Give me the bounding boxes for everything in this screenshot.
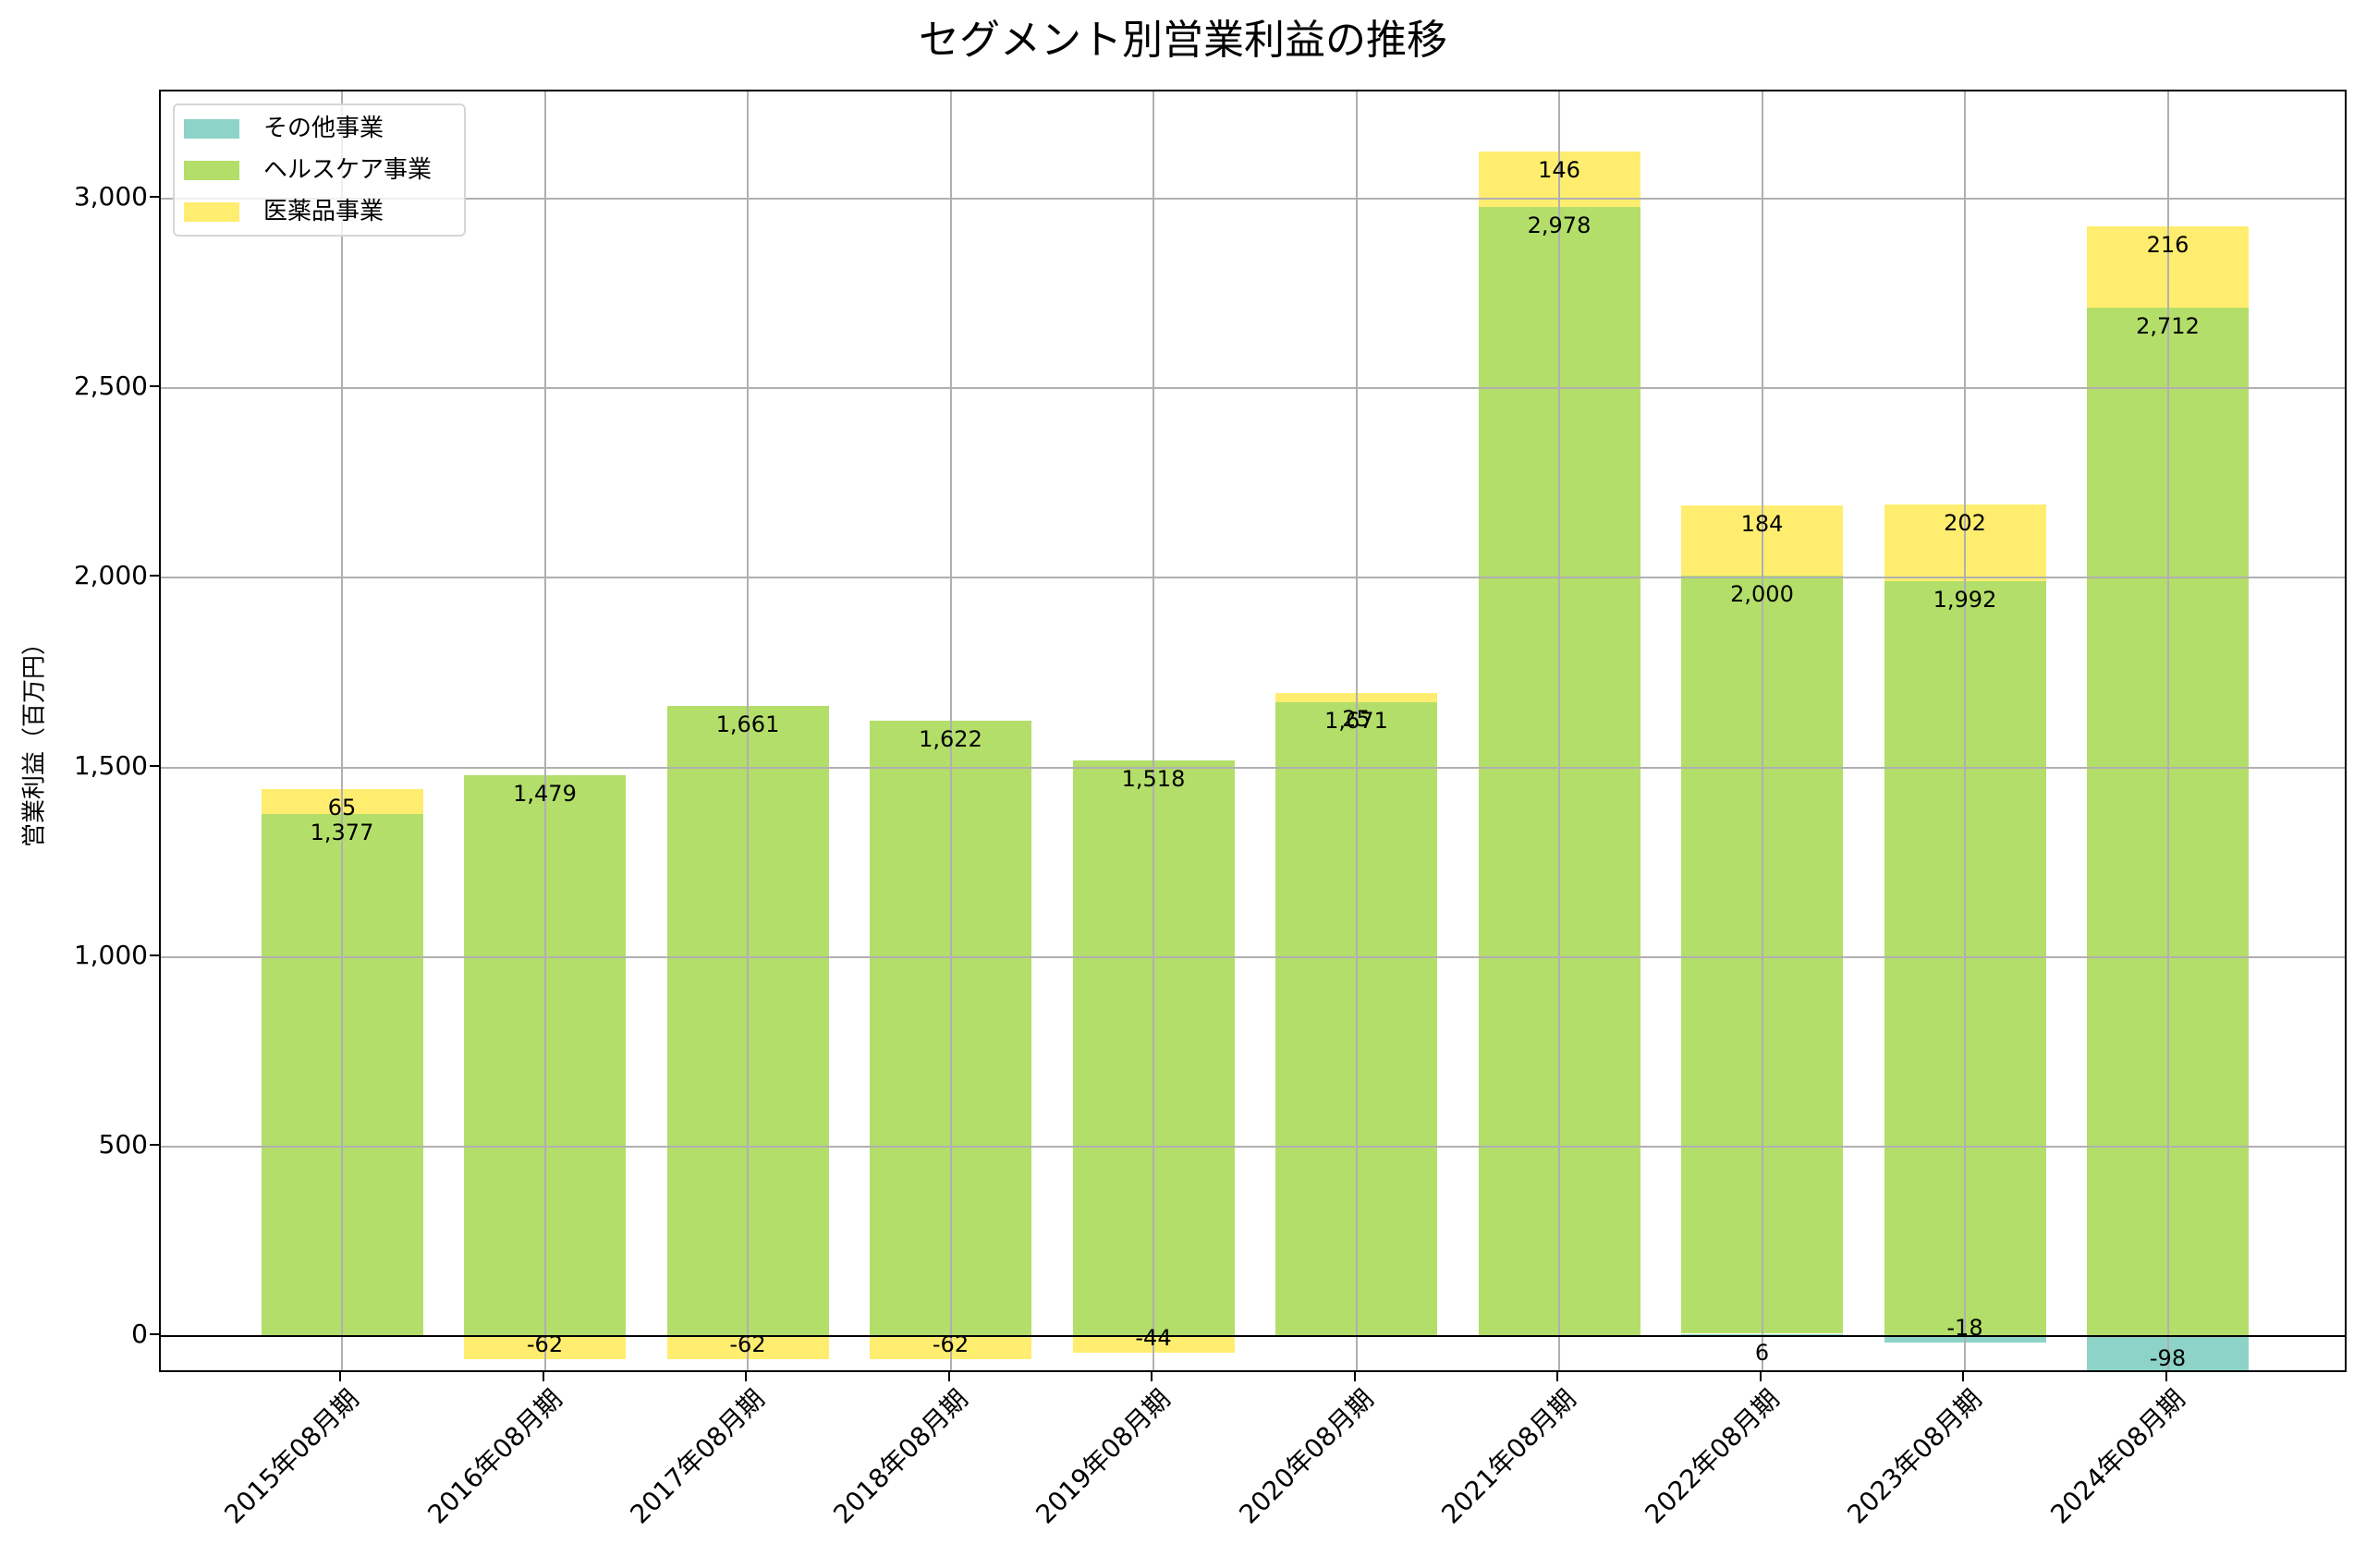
- y-tick-label: 500: [98, 1128, 148, 1160]
- x-tick-mark: [745, 1372, 747, 1381]
- y-tick-label: 3,000: [73, 181, 148, 213]
- legend-label-healthcare: ヘルスケア事業: [263, 156, 433, 184]
- y-tick-label: 0: [131, 1318, 148, 1349]
- grid-line-horizontal: [161, 387, 2345, 390]
- grid-line-vertical: [2166, 91, 2169, 1370]
- bar-value-label: 2,712: [2136, 313, 2200, 340]
- y-tick-mark: [150, 385, 159, 388]
- bar-value-label: 216: [2146, 231, 2189, 258]
- bar-value-label: 1,671: [1324, 708, 1388, 735]
- x-tick-label: 2015年08月期: [218, 1383, 365, 1530]
- legend-item-pharma: 医薬品事業: [184, 198, 384, 225]
- y-tick-mark: [150, 764, 159, 767]
- grid-line-vertical: [341, 91, 343, 1370]
- zero-line: [161, 1334, 2345, 1337]
- y-axis-label: 営業利益（百万円）: [20, 630, 49, 848]
- legend-swatch-healthcare: [184, 160, 239, 180]
- x-tick-mark: [947, 1372, 950, 1381]
- grid-line-vertical: [1964, 91, 1966, 1370]
- bar-value-label: 2,978: [1527, 213, 1592, 239]
- y-tick-mark: [150, 954, 159, 956]
- x-tick-label: 2020年08月期: [1232, 1383, 1380, 1530]
- chart-title: セグメント別営業利益の推移: [919, 17, 1447, 64]
- legend-item-other: その他事業: [184, 115, 384, 142]
- x-tick-label: 2021年08月期: [1435, 1383, 1582, 1530]
- bar-value-label: -62: [526, 1331, 564, 1358]
- bar-value-label: 202: [1944, 509, 1986, 536]
- y-tick-mark: [150, 575, 159, 577]
- x-tick-label: 2019年08月期: [1030, 1383, 1177, 1530]
- x-tick-mark: [1151, 1372, 1153, 1381]
- y-tick-label: 2,500: [73, 371, 148, 402]
- grid-line-vertical: [543, 91, 546, 1370]
- bar-value-label: 146: [1538, 157, 1580, 184]
- bar-labels-layer: 1,377 65 1,479 -62 1,661 -62 1,622 -62 1,518 -44 1…: [161, 91, 2345, 1370]
- legend-label-other: その他事業: [263, 115, 384, 142]
- x-tick-mark: [1759, 1372, 1762, 1381]
- x-tick-label: 2022年08月期: [1638, 1383, 1786, 1530]
- y-tick-label: 1,000: [73, 939, 148, 970]
- y-tick-label: 2,000: [73, 560, 148, 591]
- bar-value-label: -62: [729, 1331, 766, 1358]
- bar-value-label: 1,992: [1933, 586, 1997, 613]
- bar-value-label: 6: [1754, 1339, 1770, 1366]
- bar-value-label: 184: [1740, 511, 1784, 538]
- x-tick-mark: [339, 1372, 341, 1381]
- x-tick-mark: [542, 1372, 544, 1381]
- bar-value-label: -18: [1946, 1315, 1983, 1342]
- legend-item-healthcare: ヘルスケア事業: [184, 156, 432, 184]
- grid-line-vertical: [1761, 91, 1763, 1370]
- legend-swatch-other: [184, 118, 239, 139]
- x-tick-label: 2016年08月期: [421, 1383, 568, 1530]
- x-tick-mark: [1962, 1372, 1964, 1381]
- bar-value-label: 2,000: [1730, 580, 1794, 607]
- grid-line-vertical: [1153, 91, 1154, 1370]
- bar-value-label: -62: [932, 1331, 970, 1358]
- bar-value-label: 25: [1342, 706, 1371, 733]
- x-tick-mark: [2165, 1372, 2167, 1381]
- legend: その他事業 ヘルスケア事業 医薬品事業: [173, 103, 466, 237]
- grid-line-horizontal: [161, 766, 2345, 769]
- grid-line-vertical: [1355, 91, 1358, 1370]
- x-tick-mark: [1353, 1372, 1356, 1381]
- bar-value-label: -44: [1135, 1325, 1172, 1352]
- grid-line-horizontal: [161, 955, 2345, 958]
- y-tick-mark: [150, 196, 159, 199]
- y-tick-mark: [150, 1332, 159, 1335]
- x-tick-label: 2017年08月期: [624, 1383, 771, 1530]
- bar-value-label: 1,377: [310, 820, 374, 845]
- legend-swatch-pharma: [184, 201, 239, 222]
- plot-area: 1,377 65 1,479 -62 1,661 -62 1,622 -62 1,518 -44 1…: [159, 90, 2347, 1372]
- y-tick-label: 1,500: [73, 749, 148, 781]
- grid-line-vertical: [747, 91, 749, 1370]
- grid-layer: [161, 91, 2345, 1370]
- bar-value-label: 65: [327, 795, 357, 821]
- grid-line-vertical: [949, 91, 952, 1370]
- bar-value-label: 1,479: [513, 781, 577, 808]
- grid-line-vertical: [1558, 91, 1560, 1370]
- y-tick-mark: [150, 1143, 159, 1146]
- legend-label-pharma: 医薬品事業: [263, 198, 384, 225]
- x-tick-mark: [1556, 1372, 1558, 1381]
- bar-value-label: -98: [2149, 1345, 2187, 1372]
- grid-line-horizontal: [161, 198, 2345, 201]
- grid-line-horizontal: [161, 1145, 2345, 1148]
- x-tick-label: 2024年08月期: [2043, 1383, 2191, 1530]
- x-tick-label: 2023年08月期: [1841, 1383, 1988, 1530]
- bar-value-label: 1,518: [1121, 766, 1186, 793]
- bar-value-label: 1,622: [919, 726, 982, 753]
- x-tick-label: 2018年08月期: [826, 1383, 974, 1530]
- bar-value-label: 1,661: [715, 711, 780, 738]
- grid-line-horizontal: [161, 577, 2345, 579]
